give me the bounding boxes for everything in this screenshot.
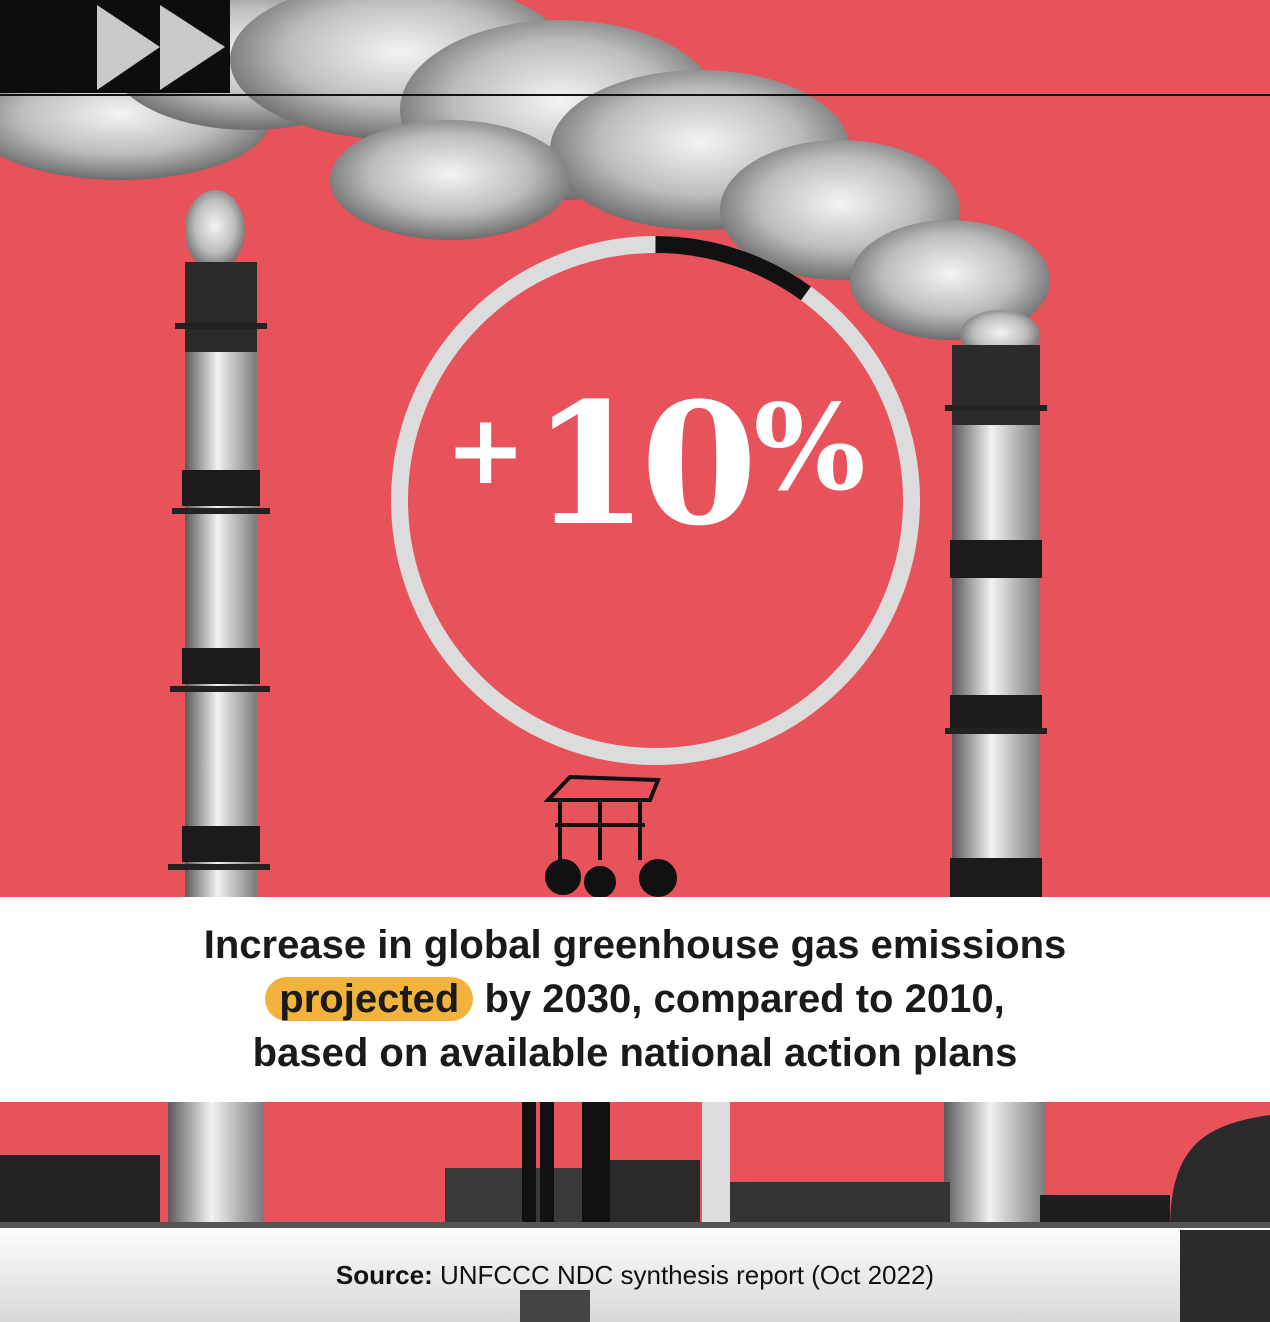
caption: Increase in global greenhouse gas emissi… xyxy=(0,918,1270,1080)
gauge-fill xyxy=(655,236,811,301)
caption-line-2-rest: by 2030, compared to 2010, xyxy=(473,977,1005,1021)
source-text: UNFCCC NDC synthesis report (Oct 2022) xyxy=(432,1260,935,1290)
source-label: Source: xyxy=(335,1260,433,1290)
fast-forward-icon xyxy=(97,5,225,90)
stat-number: 10 xyxy=(531,365,758,563)
caption-line-2: projected by 2030, compared to 2010, xyxy=(0,972,1270,1026)
percentage-gauge xyxy=(383,228,928,773)
stat-percent-sign: % xyxy=(753,378,866,517)
left-chimney xyxy=(168,262,270,902)
source-note: Source: UNFCCC NDC synthesis report (Oct… xyxy=(0,1260,1270,1291)
caption-line-3: based on available national action plans xyxy=(252,1031,1018,1075)
stat-value: +10% xyxy=(383,380,928,548)
caption-band xyxy=(0,897,1270,1102)
right-chimney xyxy=(945,345,1047,905)
factory-skyline xyxy=(0,1100,1270,1322)
caption-line-1: Increase in global greenhouse gas emissi… xyxy=(203,923,1067,967)
light-tower xyxy=(543,774,677,898)
stat-sign: + xyxy=(445,394,526,506)
caption-highlight: projected xyxy=(265,977,474,1021)
